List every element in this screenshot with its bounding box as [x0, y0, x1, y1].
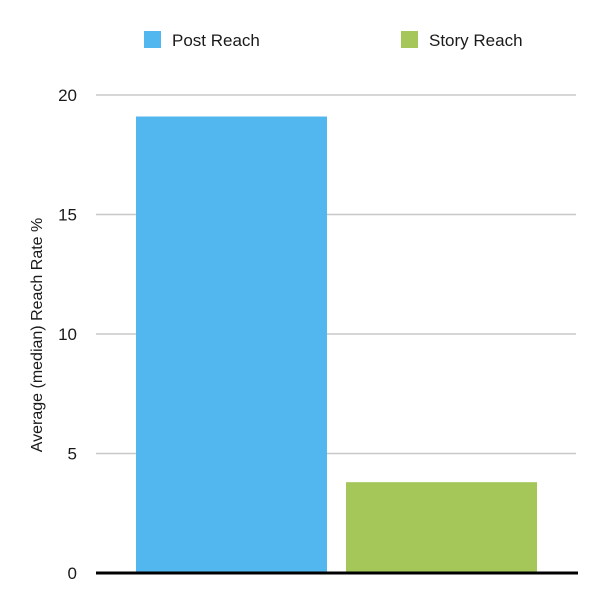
legend-item-post-reach: Post Reach	[144, 31, 260, 50]
legend-label-post-reach: Post Reach	[172, 31, 260, 50]
bar-post-reach	[136, 116, 327, 573]
bars	[136, 116, 537, 573]
y-tick-label-10: 10	[58, 325, 77, 344]
y-axis-ticks: 0 5 10 15 20	[58, 86, 77, 583]
y-tick-label-5: 5	[68, 445, 77, 464]
bar-story-reach	[346, 482, 537, 573]
legend-swatch-post-reach	[144, 31, 161, 48]
y-tick-label-0: 0	[68, 564, 77, 583]
y-axis-title: Average (median) Reach Rate %	[29, 218, 46, 453]
y-tick-label-20: 20	[58, 86, 77, 105]
y-tick-label-15: 15	[58, 206, 77, 225]
legend-item-story-reach: Story Reach	[401, 31, 523, 50]
legend-swatch-story-reach	[401, 31, 418, 48]
legend-label-story-reach: Story Reach	[429, 31, 523, 50]
legend: Post Reach Story Reach	[144, 31, 523, 50]
